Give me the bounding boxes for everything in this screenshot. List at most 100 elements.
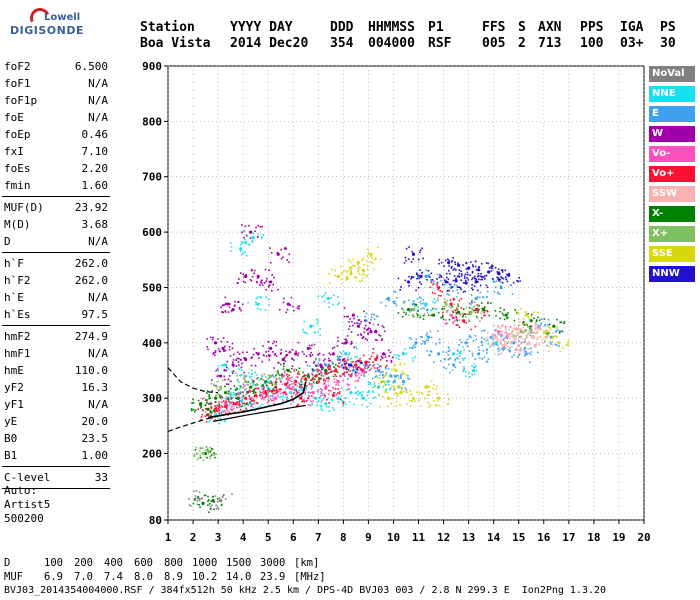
data-point-nne bbox=[243, 404, 246, 407]
data-point-nne bbox=[432, 301, 434, 303]
y-tick-label: 800 bbox=[142, 115, 162, 128]
data-point-x+ bbox=[244, 378, 246, 380]
data-point-w bbox=[315, 364, 318, 367]
data-point-e bbox=[442, 351, 445, 353]
data-point-vo+ bbox=[215, 406, 217, 409]
data-point-sse bbox=[365, 276, 368, 278]
data-point-e bbox=[530, 332, 532, 334]
data-point-sse bbox=[355, 277, 358, 279]
data-point-vo+ bbox=[256, 395, 258, 398]
data-point-w bbox=[378, 334, 380, 336]
data-point-sse bbox=[549, 328, 552, 330]
data-point-vo- bbox=[234, 394, 237, 397]
data-point-sse bbox=[347, 278, 350, 280]
data-point-x- bbox=[556, 318, 558, 321]
data-point-x- bbox=[327, 376, 330, 379]
data-point-noval bbox=[218, 497, 221, 499]
data-point-w bbox=[368, 327, 370, 329]
data-point-x- bbox=[211, 499, 215, 503]
data-point-noval bbox=[224, 498, 227, 500]
data-point-w bbox=[390, 361, 393, 363]
data-point-vo+ bbox=[350, 375, 352, 377]
data-point-sse bbox=[426, 385, 429, 387]
param-value: N/A bbox=[88, 94, 108, 107]
data-point-e bbox=[374, 376, 377, 378]
data-point-ssw bbox=[511, 341, 513, 344]
data-point-sse bbox=[356, 260, 360, 265]
data-point-e bbox=[411, 346, 413, 349]
data-point-x- bbox=[199, 402, 202, 405]
data-point-e bbox=[557, 329, 559, 332]
data-point-nne bbox=[462, 346, 464, 348]
data-point-x+ bbox=[255, 383, 258, 385]
data-point-w bbox=[374, 338, 377, 341]
data-point-e bbox=[382, 371, 384, 373]
data-point-nne bbox=[231, 370, 233, 373]
data-point-nne bbox=[243, 230, 246, 232]
data-point-sse bbox=[539, 335, 542, 338]
data-point-e bbox=[436, 273, 439, 276]
data-point-sse bbox=[373, 381, 376, 384]
param-key: h`F2 bbox=[4, 274, 31, 287]
data-point-e bbox=[384, 368, 387, 370]
data-point-vo+ bbox=[316, 375, 318, 377]
param-value: 262.0 bbox=[74, 257, 108, 270]
data-point-nne bbox=[382, 385, 384, 388]
data-point-nne bbox=[235, 392, 237, 395]
data-point-x+ bbox=[219, 389, 221, 391]
data-point-sse bbox=[527, 316, 530, 318]
data-point-sse bbox=[406, 374, 408, 376]
data-point-w bbox=[232, 370, 235, 372]
data-point-x- bbox=[475, 315, 478, 318]
data-point-ssw bbox=[506, 345, 509, 348]
data-point-sse bbox=[396, 393, 399, 396]
data-point-nne bbox=[337, 401, 340, 403]
data-point-nne bbox=[305, 386, 307, 389]
data-point-e bbox=[432, 280, 435, 283]
header-label-9: IGA bbox=[620, 20, 644, 35]
data-point-vo- bbox=[348, 388, 351, 390]
data-point-nnw bbox=[498, 280, 500, 282]
data-point-sse bbox=[409, 390, 412, 392]
data-point-w bbox=[310, 351, 312, 354]
data-point-w bbox=[328, 359, 330, 362]
data-point-x- bbox=[401, 315, 404, 318]
data-point-nnw bbox=[349, 363, 353, 367]
data-point-w bbox=[231, 372, 234, 375]
data-point-vo+ bbox=[301, 400, 303, 403]
data-point-x- bbox=[432, 307, 434, 310]
distance-cell-5: 800 bbox=[164, 557, 183, 569]
data-point-sse bbox=[344, 279, 347, 281]
data-point-sse bbox=[447, 393, 449, 395]
data-point-e bbox=[495, 343, 498, 346]
data-point-x- bbox=[194, 449, 197, 451]
data-point-e bbox=[514, 349, 517, 351]
data-point-nne bbox=[221, 364, 223, 367]
data-point-e bbox=[523, 348, 525, 351]
data-point-ssw bbox=[486, 337, 489, 339]
data-point-w bbox=[286, 259, 289, 261]
data-point-x+ bbox=[273, 383, 276, 385]
data-point-nnw bbox=[487, 270, 491, 274]
data-point-x+ bbox=[201, 453, 204, 455]
data-point-x- bbox=[559, 321, 562, 324]
header-label-5: FFS bbox=[482, 20, 506, 35]
data-point-nnw bbox=[452, 256, 455, 259]
data-point-w bbox=[221, 346, 225, 350]
data-point-e bbox=[428, 274, 430, 276]
data-point-nnw bbox=[410, 277, 412, 280]
data-point-vo+ bbox=[298, 373, 301, 375]
data-point-ssw bbox=[525, 336, 527, 339]
data-point-nne bbox=[303, 320, 306, 323]
data-point-sse bbox=[397, 377, 400, 380]
data-point-x+ bbox=[444, 302, 448, 306]
data-point-nnw bbox=[482, 276, 485, 279]
data-point-nne bbox=[327, 297, 329, 299]
data-point-nne bbox=[223, 363, 225, 366]
data-point-noval bbox=[199, 498, 201, 500]
data-point-nne bbox=[412, 360, 415, 363]
data-point-sse bbox=[379, 379, 382, 382]
data-point-sse bbox=[350, 270, 353, 273]
data-point-w bbox=[280, 353, 282, 355]
data-point-ssw bbox=[525, 324, 527, 326]
